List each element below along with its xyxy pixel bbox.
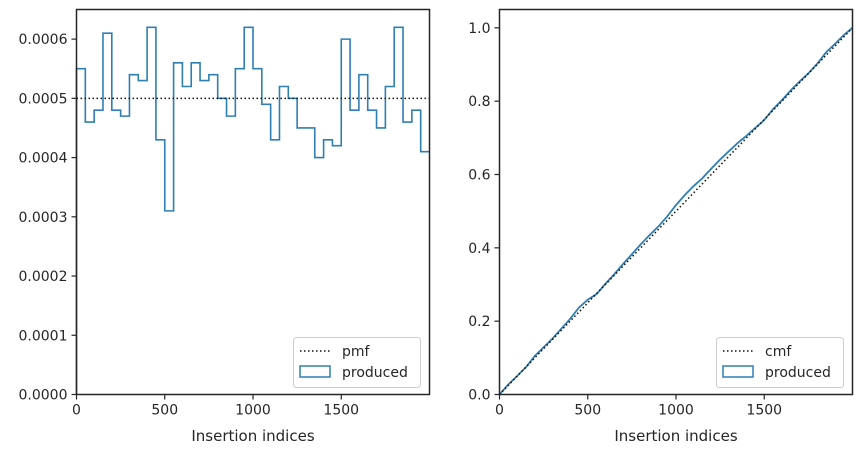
x-tick-label: 1000: [235, 403, 271, 419]
x-tick-label: 0: [72, 403, 81, 419]
x-tick-label: 1500: [323, 403, 359, 419]
y-tick-label: 0.0004: [19, 151, 68, 167]
cmf-line-chart: 0 500 1000 1500 0.0 0.2 0.4 0.6 0.8 1.0 Insertion…: [468, 8, 854, 445]
right-legend-cmf-label: cmf: [765, 344, 792, 360]
left-plot-content: [75, 26, 430, 395]
y-tick-label: 0.4: [468, 241, 490, 257]
y-tick-label: 1.0: [468, 21, 490, 37]
left-legend-produced-swatch: [299, 365, 331, 378]
y-tick-label: 0.0000: [19, 388, 68, 404]
left-legend: pmf produced: [293, 337, 421, 388]
right-plot-content: [498, 27, 854, 396]
left-legend-box: [293, 337, 421, 388]
y-tick-label: 0.8: [468, 94, 490, 110]
produced-histogram-step: [75, 26, 430, 395]
left-x-axis-label: Insertion indices: [191, 427, 314, 445]
left-legend-pmf-label: pmf: [342, 344, 371, 360]
y-tick-label: 0.0006: [19, 32, 68, 48]
y-tick-label: 0.2: [468, 314, 490, 330]
cmf-reference-line: [498, 27, 854, 396]
x-tick-label: 500: [151, 403, 178, 419]
right-x-axis-label: Insertion indices: [614, 427, 737, 445]
pmf-histogram-chart: 0 500 1000 1500 0.0000 0.0001 0.0002 0.0003 0.00…: [19, 8, 431, 445]
x-tick-label: 1000: [658, 403, 694, 419]
right-legend-produced-label: produced: [765, 365, 831, 381]
right-legend-produced-swatch: [722, 365, 754, 378]
left-axis-ticks: 0 500 1000 1500 0.0000 0.0001 0.0002 0.0003 0.00…: [19, 32, 360, 418]
left-legend-produced-label: produced: [342, 365, 408, 381]
y-tick-label: 0.0002: [19, 269, 68, 285]
x-tick-label: 0: [495, 403, 504, 419]
y-tick-label: 0.6: [468, 168, 490, 184]
y-tick-label: 0.0: [468, 388, 490, 404]
produced-cumulative-line: [498, 27, 854, 396]
y-tick-label: 0.0005: [19, 91, 68, 107]
right-axis-ticks: 0 500 1000 1500 0.0 0.2 0.4 0.6 0.8 1.0: [468, 21, 782, 419]
y-tick-label: 0.0003: [19, 210, 68, 226]
x-tick-label: 1500: [746, 403, 782, 419]
right-legend-box: [716, 337, 844, 388]
y-tick-label: 0.0001: [19, 328, 68, 344]
x-tick-label: 500: [574, 403, 601, 419]
right-legend: cmf produced: [716, 337, 844, 388]
